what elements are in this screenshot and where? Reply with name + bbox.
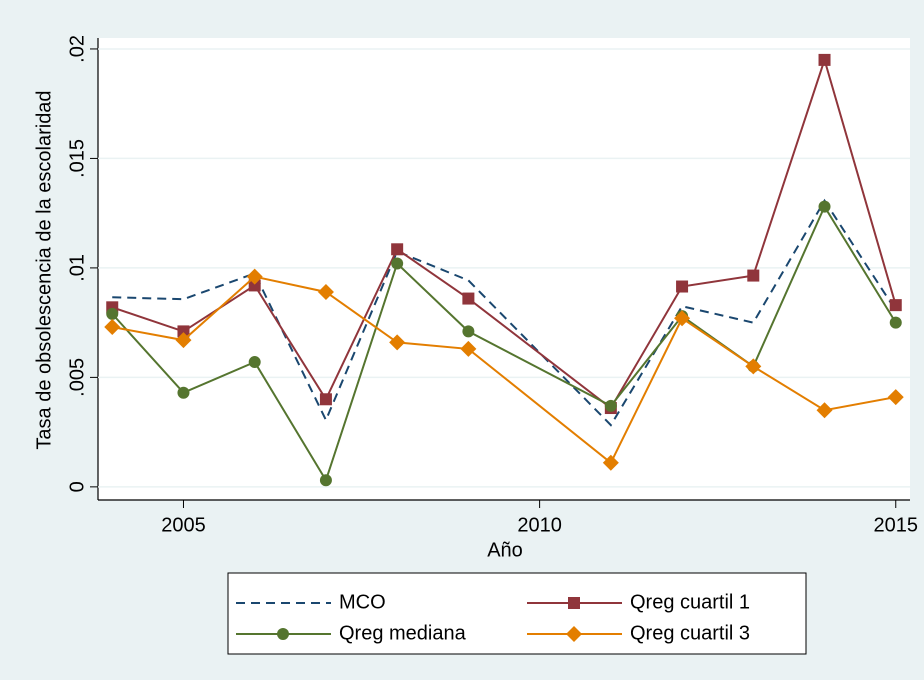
marker-diamond — [389, 334, 406, 351]
series-line — [112, 198, 897, 427]
x-axis-title: Año — [487, 539, 523, 561]
marker-square — [391, 243, 404, 256]
marker-square — [568, 597, 580, 609]
marker-circle — [106, 307, 119, 320]
marker-diamond — [674, 310, 691, 327]
marker-circle — [248, 356, 261, 369]
marker-diamond — [460, 340, 477, 357]
marker-circle — [604, 399, 617, 412]
marker-circle — [818, 200, 831, 213]
y-tick-label: .015 — [66, 139, 88, 178]
y-tick-label: .01 — [66, 254, 88, 282]
plot-area — [98, 38, 910, 500]
marker-diamond — [745, 358, 762, 375]
y-axis-title: Tasa de obsolescencia de la escolaridad — [33, 90, 55, 449]
x-tick-label: 2015 — [874, 514, 919, 536]
y-tick-label: 0 — [66, 481, 88, 492]
marker-diamond — [566, 626, 582, 642]
marker-square — [177, 325, 190, 338]
marker-square — [889, 299, 902, 312]
y-tick-label: .02 — [66, 35, 88, 63]
marker-square — [462, 292, 475, 305]
marker-square — [319, 393, 332, 406]
marker-circle — [319, 474, 332, 487]
legend-label: Qreg mediana — [339, 622, 467, 644]
marker-diamond — [816, 402, 833, 419]
marker-circle — [277, 628, 289, 640]
x-tick-label: 2005 — [161, 514, 206, 536]
legend-label: Qreg cuartil 3 — [630, 622, 750, 644]
marker-square — [747, 269, 760, 282]
x-tick-label: 2010 — [517, 514, 562, 536]
marker-diamond — [246, 268, 263, 285]
legend-label: Qreg cuartil 1 — [630, 591, 750, 613]
y-tick-label: .005 — [66, 358, 88, 397]
legend — [227, 572, 807, 655]
marker-square — [676, 280, 689, 293]
marker-circle — [177, 386, 190, 399]
marker-circle — [462, 325, 475, 338]
marker-diamond — [317, 283, 334, 300]
marker-diamond — [887, 389, 904, 406]
legend-label: MCO — [339, 591, 386, 613]
marker-diamond — [104, 319, 121, 336]
marker-diamond — [175, 332, 192, 349]
marker-diamond — [602, 454, 619, 471]
marker-square — [818, 53, 831, 66]
marker-circle — [391, 257, 404, 270]
marker-square — [248, 279, 261, 292]
marker-circle — [889, 316, 902, 329]
